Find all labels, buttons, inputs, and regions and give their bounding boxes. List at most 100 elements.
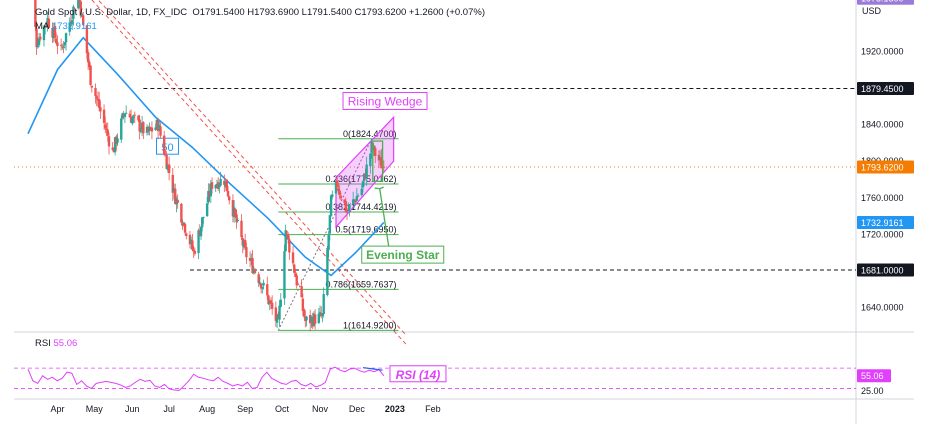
candle-body [286, 233, 290, 239]
ma-legend: MA 1732.9161 [35, 21, 97, 32]
rising-wedge [335, 115, 395, 229]
candle-body [131, 117, 134, 124]
main-pane [14, 18, 856, 330]
candle-body [248, 257, 252, 261]
symbol-title: Gold Spot / U.S. Dollar, 1D, FX_IDC [35, 7, 188, 18]
candle-body [192, 249, 195, 251]
candle-body [129, 116, 133, 123]
candle-body [228, 196, 231, 201]
candle-body [35, 28, 38, 48]
price-chart[interactable]: 0(1824.4700) 0.236(1775.0162) 0.382(1744.4… [14, 0, 914, 424]
candle-body [46, 17, 49, 27]
candle-body [270, 302, 274, 309]
candle-body [72, 6, 75, 19]
candle-body [218, 185, 221, 188]
candle-body [106, 129, 109, 136]
candle-body [312, 313, 316, 326]
candle-body [243, 239, 247, 248]
candle-body [70, 20, 74, 25]
candle-body [147, 126, 150, 132]
candle-body [328, 215, 332, 234]
time-tick-label: Jun [125, 404, 140, 414]
candle-body [266, 284, 269, 296]
price-tick-label: 1760.0000 [861, 193, 904, 203]
candle-body [235, 214, 238, 223]
candle-body [94, 87, 97, 97]
candle-body [327, 235, 330, 250]
candle-body [343, 199, 346, 203]
candle-body [56, 42, 59, 47]
fib-level-label: 0(1824.4700) [343, 129, 397, 139]
candle-body [164, 154, 167, 156]
candle-body [251, 258, 254, 274]
time-tick-label: Apr [50, 404, 64, 414]
rsi-tick-label: 25.00 [861, 386, 884, 396]
candle-body [201, 217, 204, 228]
rising-wedge-label-box [342, 91, 428, 110]
candle-body [274, 307, 278, 321]
candle-body [181, 223, 184, 226]
downtrend-line [97, 0, 407, 336]
candle-body [59, 44, 63, 46]
candle-body [158, 125, 161, 131]
candle-body [362, 173, 366, 182]
candle-body [73, 8, 76, 10]
candle-body [301, 298, 305, 311]
price-axis-tag-label: 1793.6200 [861, 162, 904, 172]
fib-level-label: 0.236(1775.0162) [325, 174, 396, 184]
candle-body [159, 126, 162, 136]
candle-body [183, 223, 187, 233]
candle-body [80, 13, 84, 18]
candle-body [214, 184, 217, 189]
candle-body [224, 181, 227, 187]
candle-body [353, 199, 356, 201]
candle-body [37, 38, 41, 46]
candle-body [42, 26, 46, 41]
candle-body [79, 1, 82, 16]
rsi-title: RSI (14) [396, 368, 441, 382]
candle-body [112, 149, 116, 153]
candle-body [69, 21, 73, 23]
candle-body [326, 249, 329, 295]
candle-body [154, 127, 157, 131]
candle-body [172, 188, 176, 192]
price-tick-label: 1920.0000 [861, 46, 904, 56]
candle-body [107, 136, 111, 147]
ma-value: 1732.9161 [51, 21, 97, 32]
candle-body [137, 115, 140, 121]
candle-body [63, 42, 67, 46]
candle-body [331, 194, 334, 198]
candle-body [348, 204, 351, 210]
candle-body [128, 113, 132, 118]
candle-body [378, 157, 382, 159]
candle-body [370, 142, 373, 153]
evening-star-box [372, 140, 384, 182]
candle-body [132, 116, 135, 118]
candle-body [82, 15, 85, 25]
candle-body [145, 126, 149, 133]
evening-star-label: Evening Star [366, 248, 440, 262]
candle-body [121, 113, 124, 119]
candle-body [138, 119, 141, 132]
candle-body [120, 118, 123, 140]
rsi-value-tag-label: 55.06 [861, 371, 884, 381]
candle-body [234, 209, 237, 216]
candle-body [267, 295, 270, 305]
candle-body [191, 240, 194, 250]
candle-body [45, 25, 48, 27]
candle-body [55, 38, 58, 44]
candle-body [61, 46, 64, 48]
price-axis-tag-label: 1978.1800 [861, 0, 904, 4]
candle-body [210, 182, 214, 189]
candle-body [250, 259, 253, 261]
price-axis-tag-label: 1681.0000 [861, 265, 904, 275]
candle-body [189, 239, 193, 244]
time-tick-label: Sep [237, 404, 253, 414]
candle-body [322, 294, 325, 315]
candle-body [279, 299, 282, 307]
candle-body [344, 201, 347, 212]
candle-body [351, 199, 355, 204]
candle-body [291, 252, 295, 264]
candle-body [209, 183, 213, 197]
candle-body [174, 188, 177, 204]
